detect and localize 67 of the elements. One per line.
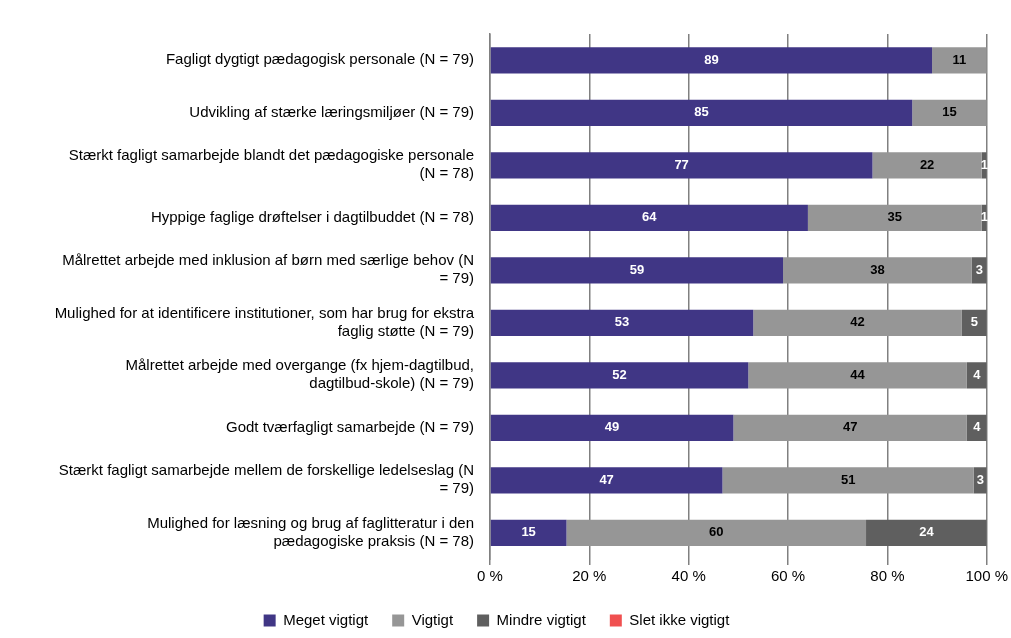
data-label: 64 bbox=[642, 209, 658, 225]
y-tick-label: Udvikling af stærke læringsmiljøer (N = 79) bbox=[189, 102, 474, 120]
bar bbox=[912, 99, 987, 126]
y-tick-label: Mulighed for læsning og brug af faglitteratur i den pædagogiske praksis (N = 78) bbox=[147, 513, 474, 549]
data-label: 60 bbox=[709, 524, 724, 540]
bar bbox=[932, 47, 987, 74]
legend-label: Mindre vigtigt bbox=[496, 610, 587, 628]
bar bbox=[733, 414, 967, 441]
data-label: 77 bbox=[674, 156, 689, 172]
x-tick-label: 0 % bbox=[477, 567, 503, 585]
data-label: 52 bbox=[612, 366, 627, 382]
legend-label: Meget vigtigt bbox=[283, 610, 370, 628]
data-label: 47 bbox=[842, 419, 858, 435]
bar bbox=[753, 309, 962, 336]
data-label: 51 bbox=[840, 471, 856, 487]
bar bbox=[490, 152, 873, 179]
data-label: 85 bbox=[694, 104, 709, 120]
bar bbox=[490, 257, 784, 284]
bar bbox=[490, 309, 754, 336]
bar bbox=[807, 204, 982, 231]
bar bbox=[490, 47, 933, 74]
bar bbox=[748, 362, 967, 389]
data-label: 38 bbox=[870, 261, 885, 277]
data-label: 42 bbox=[850, 314, 865, 330]
data-label: 89 bbox=[704, 51, 719, 67]
data-label: 3 bbox=[976, 471, 984, 487]
bar bbox=[783, 257, 972, 284]
data-label: 15 bbox=[521, 524, 536, 540]
bar bbox=[490, 519, 567, 546]
data-label: 15 bbox=[942, 104, 957, 120]
bar bbox=[566, 519, 867, 546]
y-tick-label: Mulighed for at identificere institutioner, som har brug for ekstra faglig støtte (N = 79) bbox=[54, 303, 475, 339]
y-tick-label: Stærkt fagligt samarbejde mellem de forskellige ledelseslag (N = 79) bbox=[58, 461, 474, 497]
y-tick-label: Hyppige faglige drøftelser i dagtilbuddet (N = 78) bbox=[150, 207, 474, 225]
y-tick-label: Fagligt dygtigt pædagogisk personale (N = 79) bbox=[165, 50, 474, 68]
x-tick-label: 40 % bbox=[671, 567, 706, 585]
x-tick-label: 100 % bbox=[965, 567, 1009, 585]
data-label: 59 bbox=[629, 261, 645, 277]
x-tick-label: 80 % bbox=[870, 567, 905, 585]
y-tick-label: Målrettet arbejde med overgange (fx hjem-dagtilbud, dagtilbud-skole) (N = 79) bbox=[125, 356, 474, 392]
legend-label: Slet ikke vigtigt bbox=[629, 610, 731, 628]
data-label: 4 bbox=[973, 419, 982, 435]
data-label: 3 bbox=[975, 261, 983, 277]
y-tick-label: Stærkt fagligt samarbejde blandt det pædagogiske personale (N = 78) bbox=[68, 146, 474, 182]
data-label: 5 bbox=[970, 314, 978, 330]
bar bbox=[490, 99, 913, 126]
data-label: 22 bbox=[919, 156, 935, 172]
data-label: 49 bbox=[604, 419, 620, 435]
y-tick-label: Målrettet arbejde med inklusion af børn med særlige behov (N = 79) bbox=[62, 251, 474, 287]
data-label: 47 bbox=[599, 471, 614, 487]
data-label: 35 bbox=[887, 209, 903, 225]
bar bbox=[490, 414, 734, 441]
bar bbox=[722, 467, 974, 494]
y-tick-label: Godt tværfagligt samarbejde (N = 79) bbox=[225, 417, 474, 435]
x-tick-label: 60 % bbox=[770, 567, 806, 585]
data-label: 53 bbox=[614, 314, 630, 330]
bar bbox=[490, 467, 723, 494]
data-label: 24 bbox=[919, 524, 935, 540]
bar bbox=[872, 152, 982, 179]
x-tick-label: 20 % bbox=[572, 567, 607, 585]
legend-label: Vigtigt bbox=[411, 610, 454, 628]
data-label: 11 bbox=[952, 51, 967, 67]
bar bbox=[490, 362, 749, 389]
bar bbox=[866, 519, 987, 546]
bar bbox=[490, 204, 808, 231]
data-label: 4 bbox=[973, 366, 982, 382]
data-label: 44 bbox=[850, 366, 866, 382]
